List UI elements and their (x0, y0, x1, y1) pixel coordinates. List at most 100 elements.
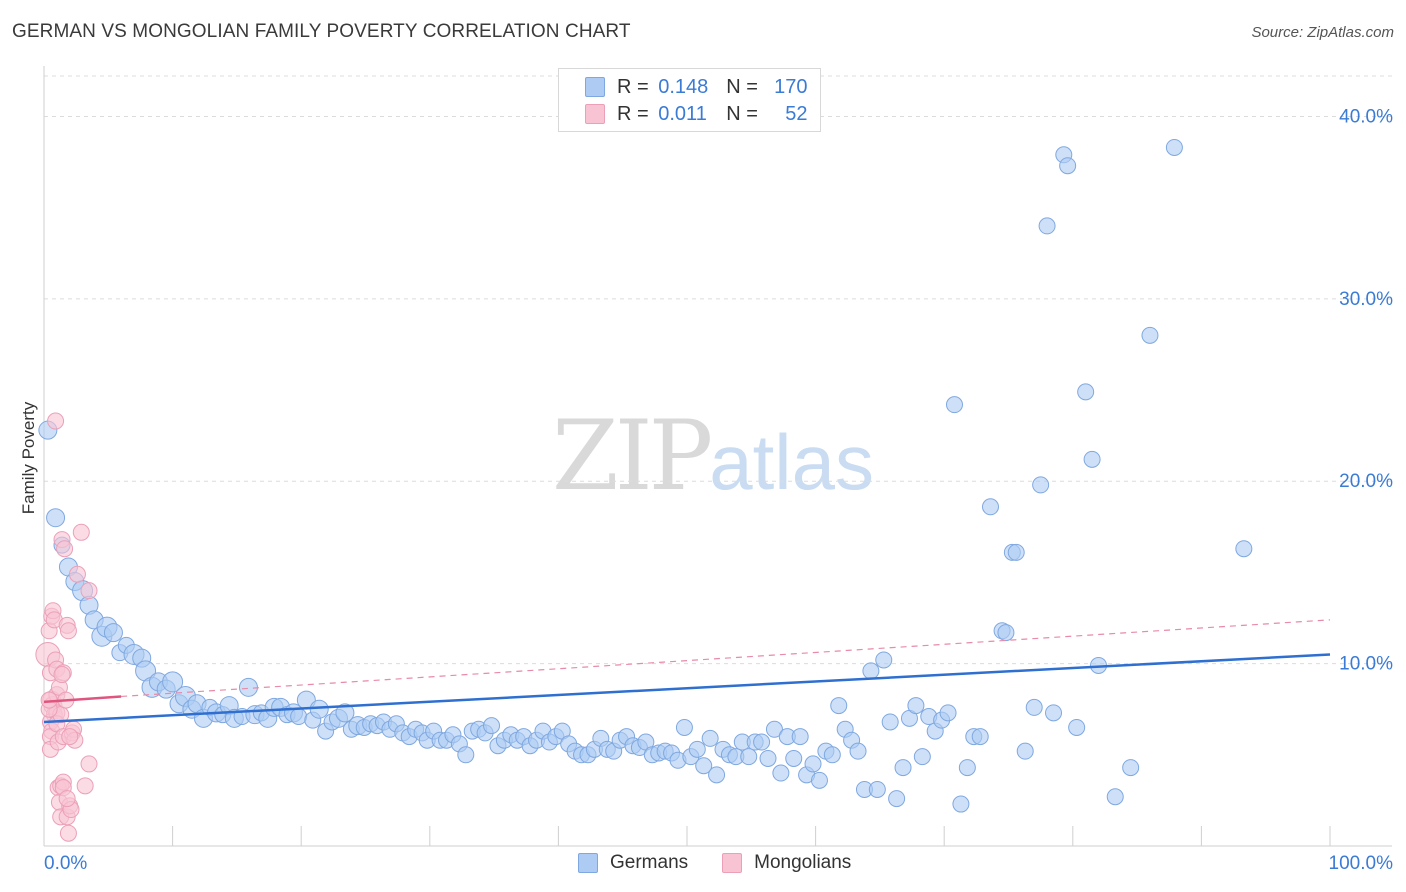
legend-item-germans[interactable]: Germans (578, 852, 688, 874)
germans-point (759, 749, 777, 767)
legend-n-label: N = (726, 75, 764, 98)
germans-point (785, 749, 803, 767)
germans-points (38, 138, 1253, 813)
mongolians-point (72, 523, 90, 541)
germans-point (688, 740, 706, 758)
germans-point (888, 790, 906, 808)
mongolians-point (76, 777, 94, 795)
y-tick-label: 30.0% (1339, 289, 1393, 310)
mongolians-point (80, 582, 98, 600)
germans-point (772, 764, 790, 782)
germans-point (804, 755, 822, 773)
germans-point (1235, 540, 1253, 558)
germans-point (309, 699, 329, 719)
germans-point (862, 662, 880, 680)
germans-point (483, 717, 501, 735)
germans-point (1038, 217, 1056, 235)
y-tick-label: 40.0% (1339, 106, 1393, 127)
germans-trend-line (43, 653, 1331, 724)
germans-point (1007, 543, 1025, 561)
mongolians-point (68, 565, 86, 583)
germans-point (830, 697, 848, 715)
y-tick-label: 20.0% (1339, 471, 1393, 492)
germans-point (823, 746, 841, 764)
germans-point (1032, 476, 1050, 494)
germans-point (701, 729, 719, 747)
germans-point (913, 748, 931, 766)
germans-point (290, 708, 308, 726)
y-tick-label: 10.0% (1339, 654, 1393, 675)
germans-point (810, 771, 828, 789)
germans-point (1077, 383, 1095, 401)
germans-point (1141, 326, 1159, 344)
legend-label-germans: Germans (610, 852, 689, 873)
germans-point (1016, 742, 1034, 760)
mongolians-point (56, 540, 74, 558)
legend-row-mongolians: R = 0.011 N = 52 (585, 103, 808, 125)
chart-source: Source: ZipAtlas.com (1251, 24, 1394, 41)
germans-point (103, 623, 123, 643)
germans-point (457, 746, 475, 764)
correlation-legend: R = 0.148 N = 170 R = 0.011 N = 52 (558, 68, 821, 132)
germans-point (1165, 138, 1183, 156)
legend-r-value: 0.148 (658, 75, 709, 98)
legend-n-label: N = (726, 102, 764, 125)
germans-point (939, 704, 957, 722)
germans-point (238, 677, 258, 697)
trend-lines (43, 619, 1331, 724)
germans-point (1068, 718, 1086, 736)
legend-item-mongolians[interactable]: Mongolians (722, 852, 851, 874)
germans-point (997, 624, 1015, 642)
germans-point (881, 713, 899, 731)
legend-r-label: R = (617, 102, 655, 125)
legend-swatch-germans (585, 77, 605, 97)
x-tick-label: 100.0% (1329, 853, 1394, 874)
germans-point (335, 703, 355, 723)
germans-point (46, 508, 66, 528)
legend-swatch-mongolians (722, 853, 743, 873)
legend-label-mongolians: Mongolians (754, 852, 852, 873)
germans-point (1083, 450, 1101, 468)
germans-point (162, 671, 184, 693)
legend-r-value: 0.011 (658, 102, 707, 125)
germans-point (875, 651, 893, 669)
mongolians-trend-extension (121, 619, 1331, 698)
mongolians-point (61, 728, 79, 746)
legend-swatch-mongolians (585, 104, 605, 124)
germans-point (958, 759, 976, 777)
legend-r-label: R = (617, 75, 655, 98)
legend-row-germans: R = 0.148 N = 170 (585, 76, 808, 98)
legend-n-value: 170 (774, 75, 808, 98)
mongolians-point (58, 790, 76, 808)
germans-point (695, 757, 713, 775)
mongolians-trend-line (43, 695, 122, 704)
mongolians-point (47, 412, 65, 430)
germans-point (1045, 704, 1063, 722)
germans-point (1059, 157, 1077, 175)
germans-point (907, 697, 925, 715)
germans-point (675, 718, 693, 736)
mongolians-point (53, 666, 71, 684)
germans-point (791, 728, 809, 746)
germans-point (952, 795, 970, 813)
chart-title: GERMAN VS MONGOLIAN FAMILY POVERTY CORRE… (12, 21, 631, 42)
legend-swatch-germans (578, 853, 598, 873)
germans-point (849, 742, 867, 760)
tick-labels: 10.0% 20.0% 30.0% 40.0% 0.0% 100.0% Family Pov… (19, 106, 1393, 874)
germans-point (945, 396, 963, 414)
mongolians-point (59, 824, 77, 842)
x-tick-label: 0.0% (44, 853, 87, 874)
germans-point (740, 748, 758, 766)
mongolians-point (80, 755, 98, 773)
mongolians-point (59, 622, 77, 640)
germans-point (868, 780, 886, 798)
axes (43, 66, 1392, 847)
germans-point (1025, 698, 1043, 716)
germans-point (981, 498, 999, 516)
germans-point (1122, 759, 1140, 777)
germans-point (971, 728, 989, 746)
germans-point (1106, 788, 1124, 806)
germans-point (765, 720, 783, 738)
gridlines (44, 75, 1392, 665)
